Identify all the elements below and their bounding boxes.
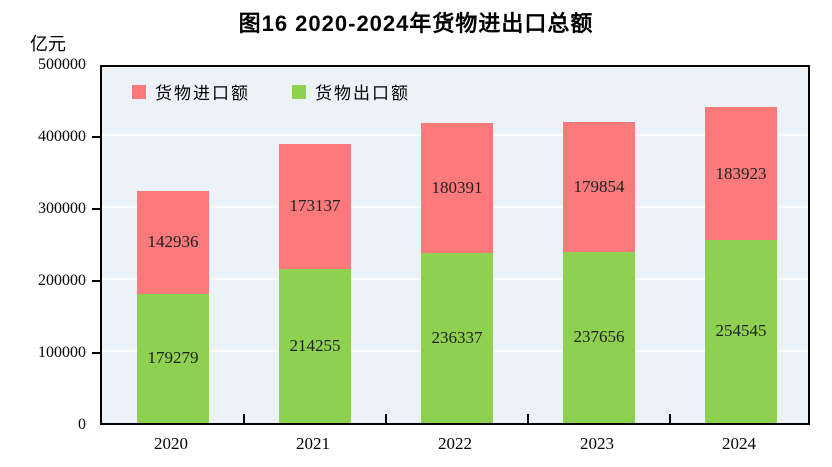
bar-value-label: 173137: [289, 196, 341, 216]
x-tick-label: 2020: [154, 434, 188, 453]
bar-segment-2024-货物出口额: 254545: [705, 239, 777, 423]
x-tick-label: 2021: [296, 434, 330, 453]
legend-swatch-icon: [292, 84, 306, 99]
bar-value-label: 237656: [573, 327, 625, 347]
y-tick-label: 500000: [38, 56, 86, 73]
y-tick-label: 0: [78, 416, 86, 433]
x-axis-tick: [385, 414, 387, 423]
bar-value-label: 180391: [431, 177, 483, 197]
bar-segment-2023-货物进口额: 179854: [563, 122, 635, 252]
y-axis-unit-label: 亿元: [30, 34, 66, 54]
y-tick-label: 100000: [38, 344, 86, 361]
x-tick-label: 2024: [722, 434, 756, 453]
legend-label: 货物进口额: [155, 84, 250, 103]
bar-value-label: 254545: [715, 321, 767, 341]
x-axis-tick: [527, 414, 529, 423]
bar-segment-2020-货物出口额: 179279: [137, 293, 209, 423]
bar-value-label: 142936: [147, 232, 199, 252]
x-tick-label: 2022: [438, 434, 472, 453]
y-axis-tick: [92, 352, 100, 354]
bar-segment-2024-货物进口额: 183923: [705, 107, 777, 240]
x-axis-tick: [669, 414, 671, 423]
bar-segment-2021-货物出口额: 214255: [279, 268, 351, 423]
legend-label: 货物出口额: [315, 84, 410, 103]
plot-area: 货物进口额 货物出口额 179279 142936 214255 173137 23633…: [100, 65, 810, 425]
bar-value-label: 214255: [289, 335, 341, 355]
x-axis-tick: [243, 414, 245, 423]
bar-value-label: 183923: [715, 163, 767, 183]
y-axis-tick: [92, 280, 100, 282]
y-axis-tick: [92, 208, 100, 210]
legend: 货物进口额 货物出口额: [132, 79, 410, 104]
bar-segment-2021-货物进口额: 173137: [279, 144, 351, 269]
bar-segment-2023-货物出口额: 237656: [563, 251, 635, 423]
y-tick-label: 400000: [38, 128, 86, 145]
bar-value-label: 236337: [431, 327, 483, 347]
legend-item: 货物出口额: [292, 79, 410, 104]
y-tick-label: 300000: [38, 200, 86, 217]
chart-title: 图16 2020-2024年货物进出口总额: [238, 11, 594, 36]
legend-swatch-icon: [132, 84, 146, 99]
y-axis-tick: [92, 136, 100, 138]
x-tick-label: 2023: [580, 434, 614, 453]
bar-segment-2022-货物出口额: 236337: [421, 252, 493, 423]
y-tick-label: 200000: [38, 272, 86, 289]
bar-value-label: 179854: [573, 177, 625, 197]
legend-item: 货物进口额: [132, 79, 250, 104]
bar-segment-2022-货物进口额: 180391: [421, 122, 493, 253]
bar-segment-2020-货物进口额: 142936: [137, 191, 209, 294]
bar-value-label: 179279: [147, 348, 199, 368]
